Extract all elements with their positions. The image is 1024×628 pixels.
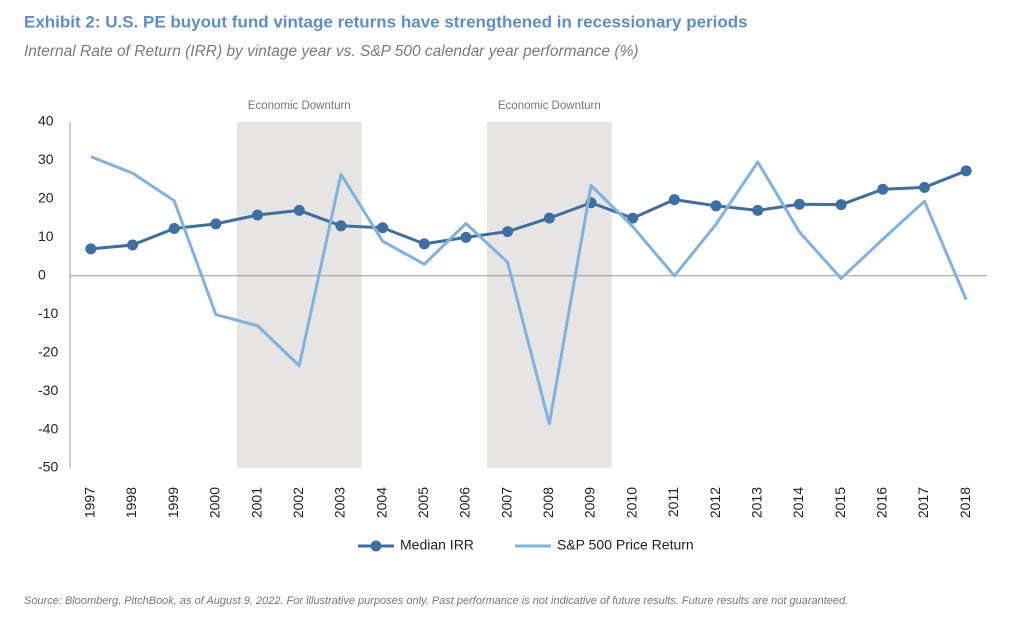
x-tick-label: 2017: [915, 487, 931, 518]
x-tick-label: 2018: [957, 487, 973, 518]
series-marker: [543, 212, 555, 224]
y-tick-label: 10: [38, 228, 54, 244]
y-tick-label: 40: [38, 113, 54, 129]
series-marker: [127, 239, 139, 251]
series-marker: [668, 194, 680, 206]
series-marker: [835, 199, 847, 211]
x-tick-label: 2008: [540, 487, 556, 518]
x-tick-label: 2013: [748, 487, 764, 518]
series-marker: [877, 183, 889, 195]
source-note: Source: Bloomberg, PitchBook, as of Augu…: [24, 595, 848, 607]
series-line: [90, 155, 968, 426]
x-tick-label: 2006: [457, 487, 473, 518]
series-marker: [168, 222, 180, 234]
x-tick-label: 2001: [248, 487, 264, 518]
series-marker: [293, 204, 305, 216]
x-tick-label: 2015: [832, 487, 848, 518]
x-tick-label: 2003: [332, 487, 348, 518]
x-tick-label: 1999: [165, 487, 181, 518]
series-marker: [377, 222, 389, 234]
y-tick-label: -50: [38, 459, 58, 475]
x-tick-label: 2012: [707, 487, 723, 518]
x-tick-label: 2010: [623, 487, 639, 518]
series-marker: [418, 238, 430, 250]
series-marker: [627, 212, 639, 224]
chart-title: Exhibit 2: U.S. PE buyout fund vintage r…: [24, 12, 748, 31]
series-marker: [710, 200, 722, 212]
series-line: [90, 169, 967, 251]
x-tick-label: 2007: [498, 487, 514, 518]
x-tick-label: 2011: [665, 487, 681, 517]
series-marker: [460, 231, 472, 243]
y-tick-label: -20: [38, 343, 58, 359]
x-tick-label: 2009: [582, 487, 598, 518]
y-tick-label: -10: [38, 305, 58, 321]
x-tick-label: 1997: [82, 487, 98, 518]
downturn-band: [486, 122, 612, 468]
x-tick-label: 2004: [373, 487, 389, 518]
x-tick-label: 2000: [207, 487, 223, 518]
downturn-label: Economic Downturn: [498, 100, 601, 112]
downturn-label: Economic Downturn: [248, 100, 351, 112]
series-marker: [210, 218, 222, 230]
x-tick-label: 2005: [415, 487, 431, 518]
chart-subtitle: Internal Rate of Return (IRR) by vintage…: [24, 43, 639, 60]
y-tick-label: 0: [38, 266, 46, 282]
series-marker: [752, 204, 764, 216]
x-tick-label: 1998: [123, 487, 139, 518]
series-marker: [85, 243, 97, 255]
legend-label: S&P 500 Price Return: [557, 537, 694, 553]
x-tick-label: 2002: [290, 487, 306, 518]
series-marker: [960, 165, 972, 177]
legend-marker: [370, 540, 382, 552]
series-marker: [793, 198, 805, 210]
legend-label: Median IRR: [400, 537, 474, 553]
y-tick-label: 30: [38, 151, 54, 167]
x-tick-label: 2014: [790, 487, 806, 518]
y-tick-label: 20: [38, 190, 54, 206]
y-tick-label: -40: [38, 420, 58, 436]
series-marker: [252, 209, 264, 221]
series-marker: [502, 226, 514, 238]
downturn-band: [236, 122, 362, 468]
series-marker: [335, 220, 347, 232]
y-tick-label: -30: [38, 382, 58, 398]
x-tick-label: 2016: [873, 487, 889, 518]
series-marker: [918, 181, 930, 193]
